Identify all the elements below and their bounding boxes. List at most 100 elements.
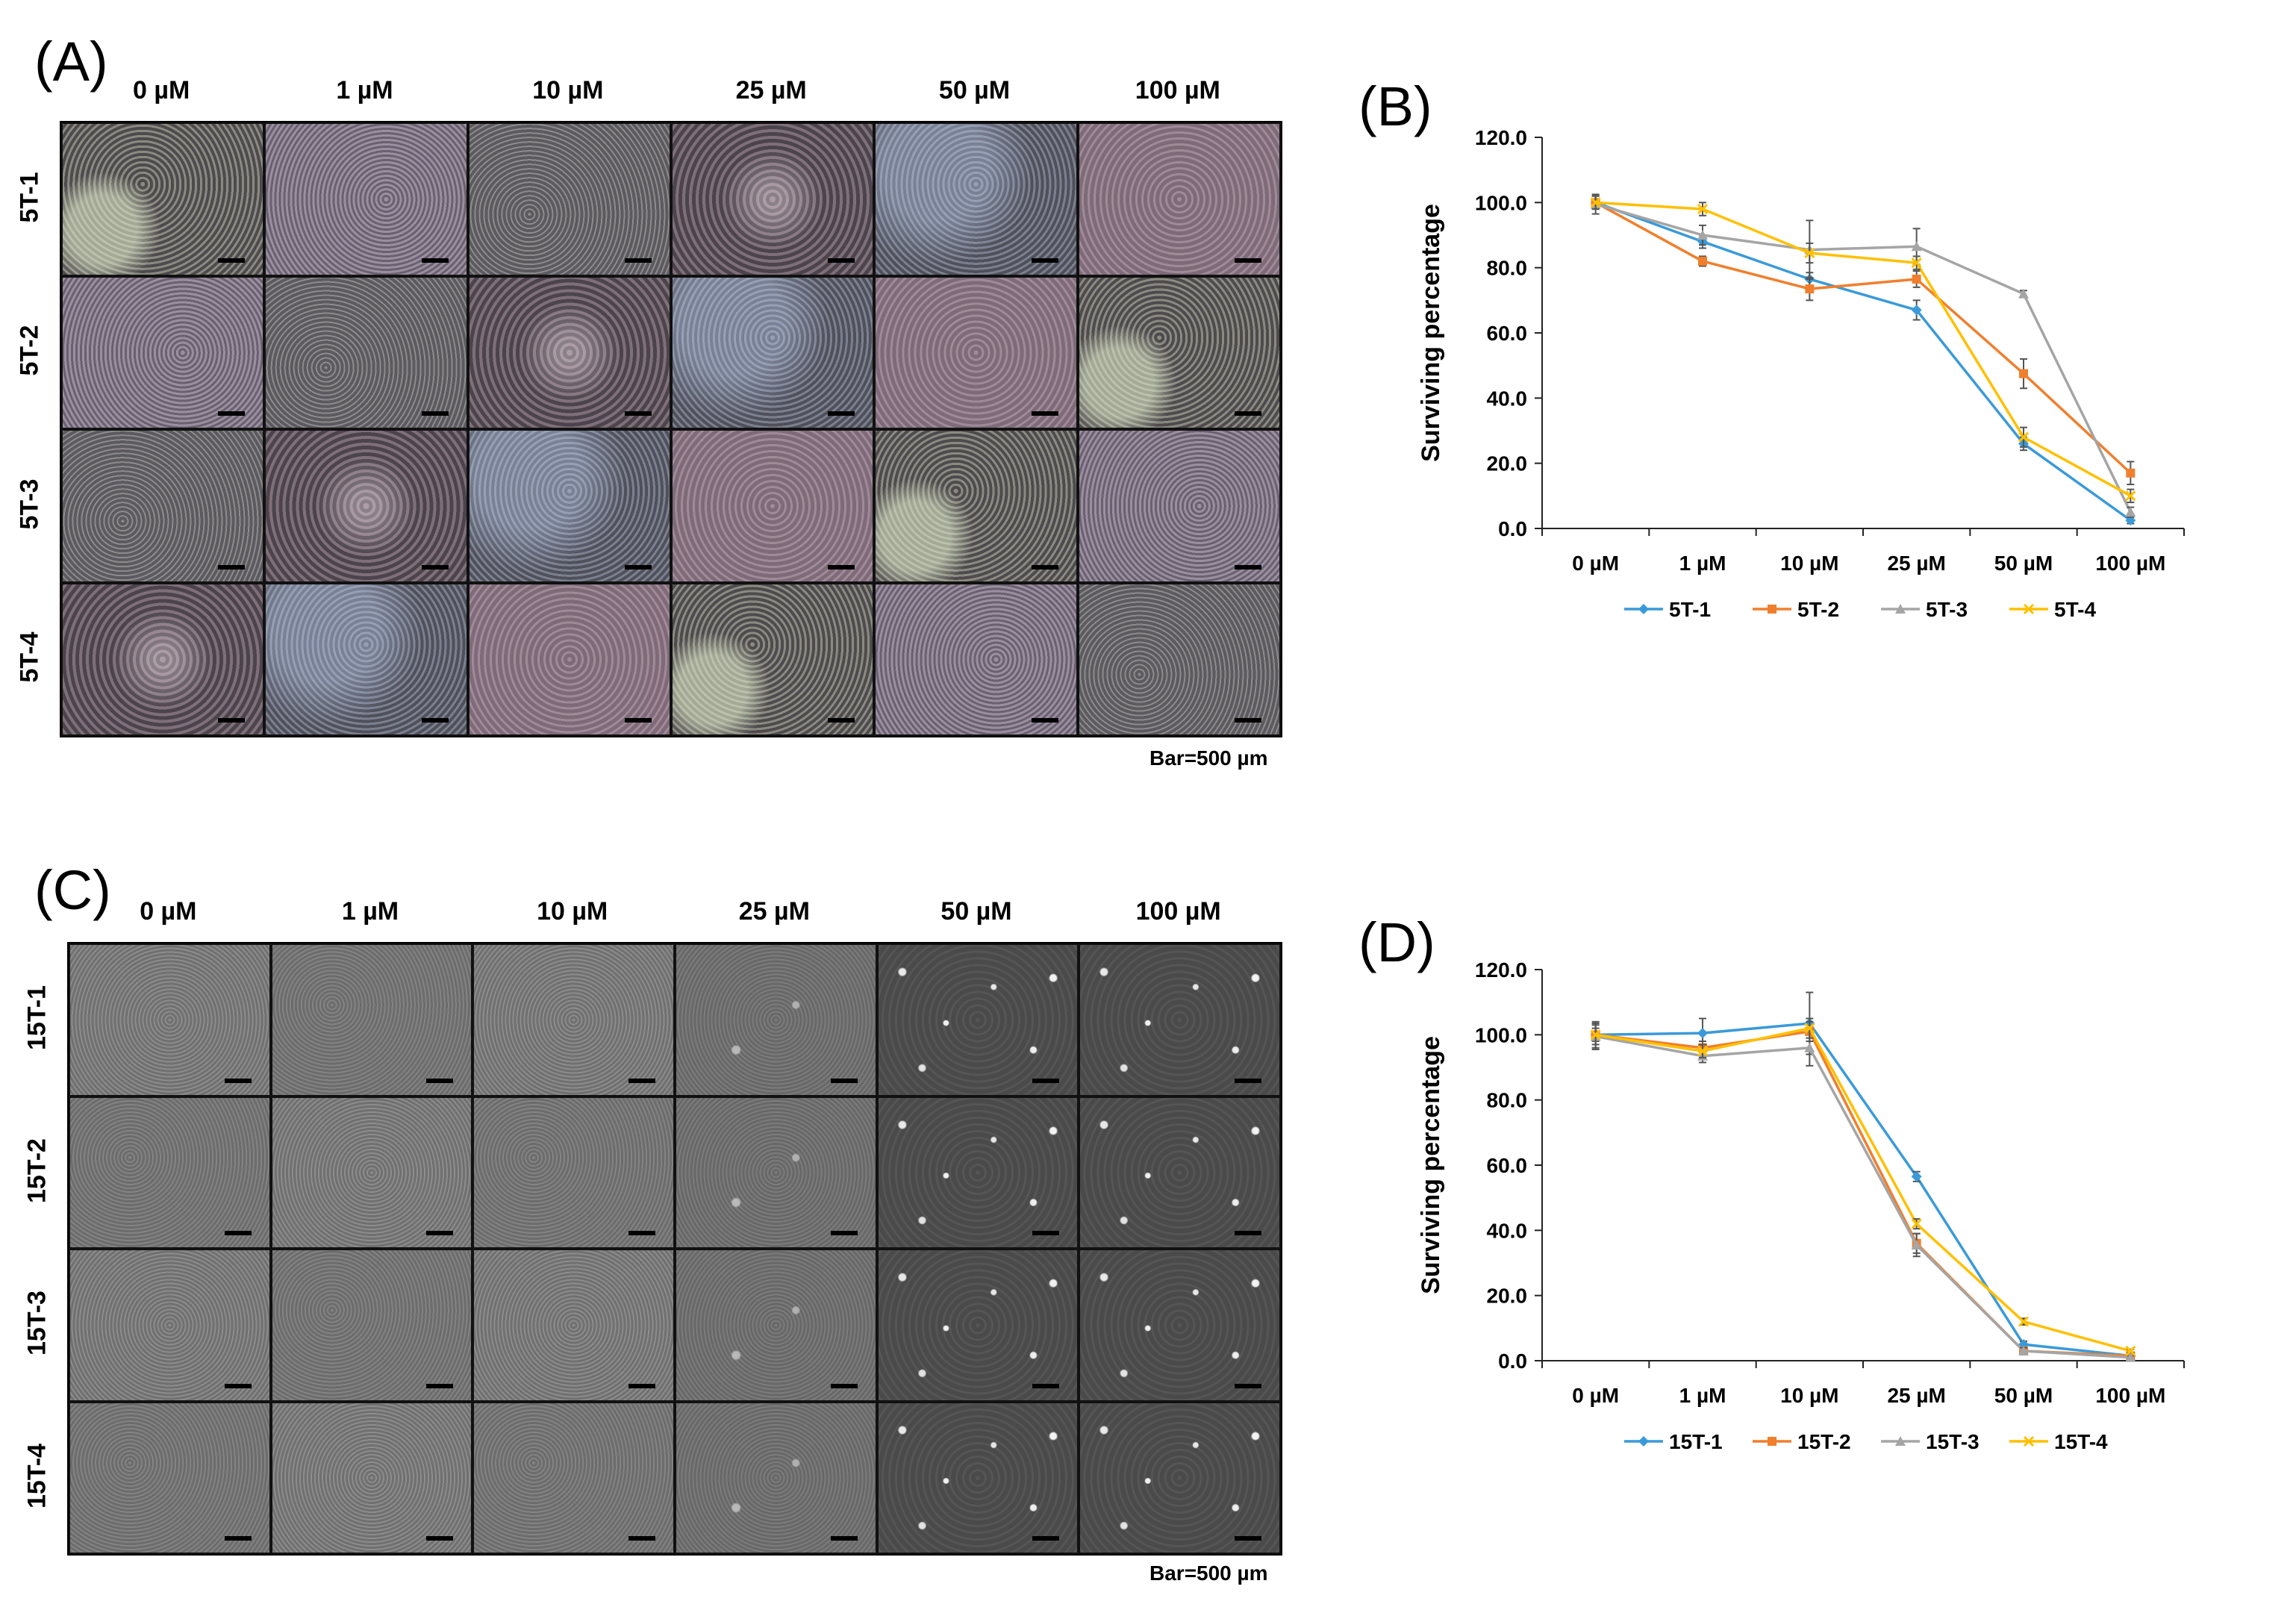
scale-bar bbox=[628, 1383, 655, 1388]
column-header-a-0: 0 µM bbox=[133, 76, 190, 104]
panel-b-letter: (B) bbox=[1358, 75, 1432, 137]
data-point bbox=[2018, 1339, 2029, 1350]
micrograph-a-0-1 bbox=[264, 122, 468, 276]
scale-bar bbox=[1032, 1231, 1060, 1235]
scale-bar bbox=[224, 1231, 252, 1235]
micrograph-a-3-2 bbox=[467, 582, 671, 736]
y-tick-label: 100.0 bbox=[1475, 191, 1527, 214]
scale-bar-note-c: Bar=500 µm bbox=[1149, 1561, 1268, 1585]
scale-bar bbox=[830, 1383, 858, 1388]
micrograph-a-0-5 bbox=[1077, 122, 1281, 276]
data-point bbox=[1590, 197, 1601, 208]
micrograph-a-2-2 bbox=[467, 429, 671, 583]
micrograph-c-3-0 bbox=[69, 1401, 271, 1554]
series-5T-2 bbox=[1591, 195, 2136, 486]
x-tick-label: 50 µM bbox=[1994, 1384, 2053, 1407]
column-header-c-1: 1 µM bbox=[341, 897, 399, 926]
legend-label: 15T-1 bbox=[1669, 1430, 1723, 1453]
data-point bbox=[2023, 603, 2035, 615]
micrograph-a-1-4 bbox=[874, 275, 1078, 429]
micrograph-a-3-3 bbox=[671, 582, 875, 736]
scale-bar bbox=[1031, 564, 1058, 570]
micrograph-c-1-5 bbox=[1079, 1096, 1281, 1249]
scale-bar bbox=[830, 1078, 858, 1083]
data-point bbox=[1911, 1171, 1922, 1182]
scale-bar bbox=[828, 718, 855, 723]
scale-bar bbox=[628, 1231, 655, 1235]
data-point bbox=[1805, 284, 1815, 294]
data-point bbox=[1698, 256, 1707, 266]
data-point bbox=[2018, 1316, 2030, 1327]
data-point bbox=[1768, 1437, 1776, 1446]
micrograph-a-1-2 bbox=[467, 275, 671, 429]
scale-bar bbox=[1235, 718, 1261, 723]
column-header-c-4: 50 µM bbox=[940, 897, 1012, 926]
x-tick-label: 0 µM bbox=[1572, 552, 1619, 575]
series-line bbox=[1595, 202, 2132, 513]
scale-bar bbox=[830, 1536, 858, 1541]
scale-bar bbox=[1032, 1536, 1060, 1541]
series-15T-3 bbox=[1590, 1023, 2136, 1362]
scale-bar bbox=[1235, 258, 1261, 263]
x-tick-label: 1 µM bbox=[1679, 552, 1726, 575]
legend: 5T-1 5T-2 5T-3 5T-4 bbox=[1624, 598, 2096, 621]
row-label-a-2: 5T-3 bbox=[15, 478, 44, 530]
data-point bbox=[1912, 274, 1921, 284]
scale-bar bbox=[1032, 1078, 1060, 1083]
legend-label: 5T-3 bbox=[1926, 598, 1968, 621]
series-line bbox=[1595, 1026, 2131, 1353]
data-point bbox=[1804, 1023, 1815, 1034]
legend-label: 15T-2 bbox=[1797, 1430, 1851, 1453]
series-5T-4 bbox=[1590, 195, 2136, 504]
micrograph-c-0-3 bbox=[674, 943, 877, 1096]
series-line bbox=[1595, 1035, 2131, 1359]
scale-bar bbox=[625, 258, 652, 263]
data-point bbox=[1638, 604, 1649, 614]
legend-label: 5T-4 bbox=[2054, 598, 2096, 621]
scale-bar bbox=[1234, 1383, 1261, 1388]
scale-bar-note-a: Bar=500 µm bbox=[1149, 746, 1268, 770]
micrograph-a-2-5 bbox=[1077, 429, 1281, 583]
y-tick-label: 120.0 bbox=[1475, 958, 1527, 982]
scale-bar bbox=[421, 258, 449, 263]
legend: 15T-1 15T-2 15T-3 15T-4 bbox=[1624, 1430, 2108, 1453]
scale-bar bbox=[426, 1231, 454, 1235]
series-line bbox=[1594, 201, 2132, 475]
data-point bbox=[1638, 1436, 1649, 1447]
data-point bbox=[2018, 288, 2029, 299]
data-point bbox=[1895, 1436, 1906, 1446]
survival-chart-d: 0.0 20.0 40.0 60.0 80.0 100.0 120.0 0 µM 1 µM 10 … bbox=[1417, 958, 2185, 1453]
micrograph-c-2-3 bbox=[674, 1249, 877, 1402]
y-tick-label: 120.0 bbox=[1475, 126, 1527, 149]
scale-bar bbox=[1235, 564, 1261, 570]
survival-chart-b: 0.0 20.0 40.0 60.0 80.0 100.0 120.0 0 µM 1 µM 10 … bbox=[1417, 126, 2185, 621]
scale-bar bbox=[830, 1231, 858, 1235]
data-point bbox=[2125, 1345, 2136, 1356]
data-point bbox=[1804, 1042, 1815, 1052]
data-point bbox=[2023, 1435, 2035, 1447]
micrograph-c-3-3 bbox=[674, 1401, 877, 1554]
data-point bbox=[1911, 1218, 1922, 1229]
x-tick-label: 100 µM bbox=[2095, 1384, 2165, 1407]
micrograph-grid-c bbox=[67, 942, 1282, 1556]
row-label-a-0: 5T-1 bbox=[15, 172, 44, 223]
panel-a-letter: (A) bbox=[34, 31, 108, 93]
micrograph-a-2-4 bbox=[874, 429, 1078, 583]
scale-bar bbox=[218, 258, 246, 263]
row-label-c-0: 15T-1 bbox=[22, 985, 52, 1051]
micrograph-c-3-2 bbox=[472, 1401, 675, 1554]
x-tick-label: 100 µM bbox=[2095, 552, 2165, 575]
data-point bbox=[1911, 1239, 1922, 1249]
micrograph-c-1-0 bbox=[69, 1096, 271, 1249]
data-point bbox=[1911, 241, 1922, 252]
series-5T-3 bbox=[1590, 193, 2136, 518]
data-point bbox=[2018, 431, 2030, 443]
micrograph-a-3-0 bbox=[61, 582, 265, 736]
x-tick-label: 10 µM bbox=[1780, 552, 1838, 575]
y-axis-label: Surviving percentage bbox=[1417, 204, 1445, 462]
scale-bar bbox=[1234, 1231, 1261, 1235]
scale-bar bbox=[421, 411, 449, 416]
series-15T-2 bbox=[1591, 1020, 2136, 1361]
legend-label: 5T-2 bbox=[1797, 598, 1839, 621]
row-label-c-2: 15T-3 bbox=[22, 1291, 52, 1356]
